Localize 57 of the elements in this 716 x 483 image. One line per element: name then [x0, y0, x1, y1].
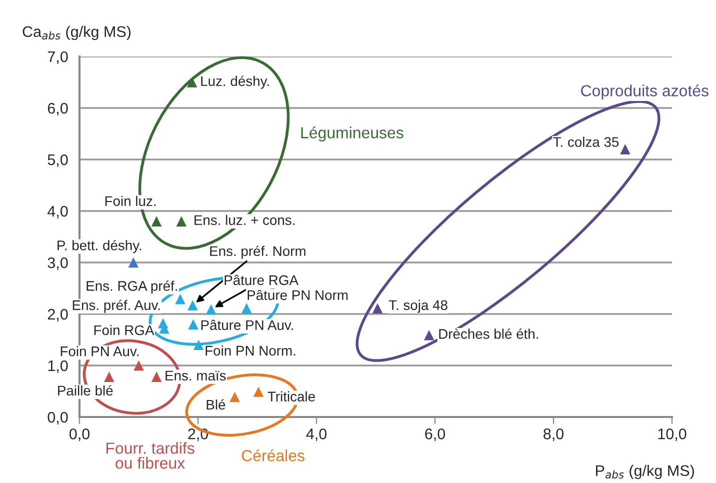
point	[230, 392, 240, 402]
y-tick-label: 5,0	[48, 154, 68, 167]
point	[193, 340, 204, 350]
point	[186, 77, 198, 88]
text: Légumineuses	[301, 126, 404, 142]
annotation: T. colza 35	[553, 136, 619, 147]
point	[188, 319, 198, 330]
y-axis-title: Ca$_{abs}$ (g/kg MS)	[22, 26, 131, 40]
text: Fourr. tardifs ou fibreux	[106, 442, 194, 469]
text: Coproduits azotés	[581, 84, 708, 100]
text: Céréales	[242, 449, 304, 462]
point	[151, 216, 162, 226]
annotation: Pâture PN Auv.	[201, 320, 293, 330]
point	[424, 330, 434, 340]
annotation: Ens. RGA préf.	[86, 280, 177, 294]
annotation: P. bett. déshy.	[58, 240, 142, 254]
point	[372, 303, 383, 314]
x-tick-label: 6,0	[425, 428, 446, 442]
annotation: Foin PN Auv.	[60, 346, 138, 356]
annotation: Blé	[206, 399, 226, 410]
x-axis-title: P$_{abs}$ (g/kg MS)	[596, 464, 694, 480]
y-tick-label: 1,0	[48, 360, 68, 373]
point	[253, 386, 264, 397]
point	[175, 294, 186, 304]
annotation: Pâture PN Norm	[248, 290, 348, 300]
point	[104, 372, 114, 382]
annotation: T. soja 48	[388, 300, 448, 313]
point	[134, 360, 144, 371]
point	[241, 303, 252, 314]
annotation: Luz. déshy.	[201, 76, 269, 89]
point	[206, 304, 216, 315]
point	[151, 372, 162, 382]
annotation: Ens. préf. Norm	[210, 246, 306, 259]
annotation: Drèches blé éth.	[439, 328, 538, 339]
point	[188, 300, 198, 310]
point	[176, 216, 187, 226]
y-tick-label: 2,0	[48, 308, 68, 322]
y-tick-label: 7,0	[48, 51, 68, 64]
y-tick-label: 0,0	[48, 412, 68, 424]
annotation: Paille blé	[58, 385, 113, 396]
x-tick-label: 4,0	[306, 428, 327, 442]
point	[128, 257, 139, 268]
annotation: Ens. luz. + cons.	[194, 214, 294, 226]
x-tick-label: 0,0	[69, 428, 90, 442]
y-tick-label: 3,0	[48, 257, 68, 270]
annotation: Ens. maïs	[166, 370, 226, 381]
y-tick-label: 4,0	[48, 206, 68, 218]
annotation: Foin PN Norm.	[206, 345, 296, 356]
x-tick-label: 8,0	[544, 428, 564, 442]
annotation: Foin RGA	[94, 324, 154, 336]
annotation: Pâture RGA	[224, 274, 298, 286]
annotation: Ens. préf. Auv.	[72, 300, 160, 313]
point	[620, 144, 630, 154]
annotation: Foin luz.	[105, 196, 156, 206]
y-tick-label: 6,0	[48, 102, 68, 116]
annotation: Triticale	[268, 391, 315, 402]
x-tick-label: 10,0	[658, 428, 686, 442]
